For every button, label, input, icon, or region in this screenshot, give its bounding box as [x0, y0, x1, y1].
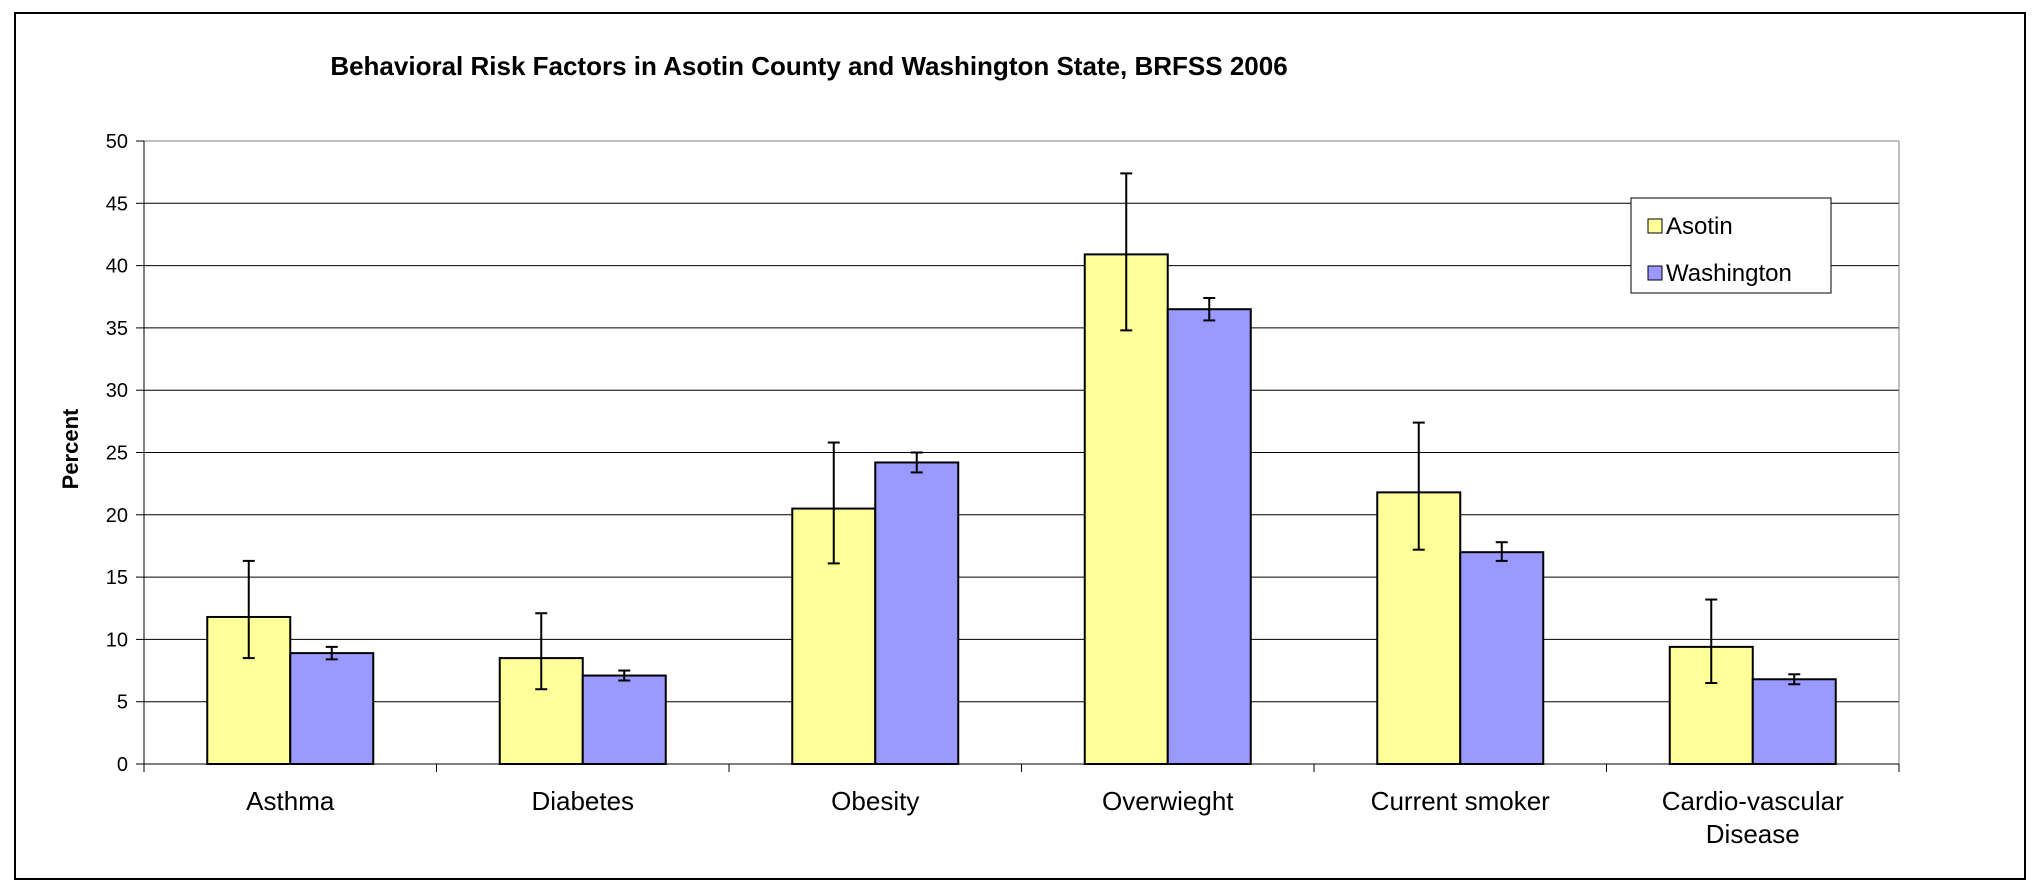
y-tick-label: 45 — [106, 193, 128, 215]
legend-box — [1630, 197, 1832, 294]
y-tick-label: 0 — [117, 754, 128, 776]
bar-washington — [874, 461, 960, 765]
bar-washington — [1166, 308, 1252, 765]
bar-washington — [289, 652, 375, 766]
y-tick-label: 10 — [106, 629, 128, 651]
bar-asotin — [1083, 253, 1169, 766]
legend-label-asotin: Asotin — [1666, 213, 1733, 240]
y-tick-label: 50 — [106, 131, 128, 153]
bar-chart: Behavioral Risk Factors in Asotin County… — [58, 51, 1900, 849]
legend-swatch-washington — [1647, 265, 1663, 281]
x-category-label: Overwieght — [1102, 786, 1234, 816]
plot-area: 0 5 10 15 20 25 30 35 40 45 50 Asthma Diabetes Obesit… — [106, 131, 1900, 849]
chart-title: Behavioral Risk Factors in Asotin County… — [330, 51, 1287, 81]
y-tick-label: 25 — [106, 443, 128, 465]
legend-label-washington: Washington — [1666, 260, 1792, 287]
bar-washington — [1751, 678, 1837, 765]
y-tick-label: 15 — [106, 567, 128, 589]
legend-swatch-asotin — [1647, 218, 1663, 234]
bar-washington — [1459, 551, 1545, 765]
x-category-label: Diabetes — [531, 786, 634, 816]
y-tick-label: 20 — [106, 505, 128, 527]
y-tick-label: 30 — [106, 380, 128, 402]
y-axis-title: Percent — [58, 408, 83, 489]
y-tick-label: 40 — [106, 256, 128, 278]
y-tick-label: 35 — [106, 318, 128, 340]
chart-frame: Behavioral Risk Factors in Asotin County… — [14, 12, 2026, 880]
x-category-label: Cardio-vascular Disease — [1662, 786, 1844, 849]
x-category-label: Obesity — [831, 786, 919, 816]
x-category-label: Asthma — [246, 786, 335, 816]
x-category-label: Current smoker — [1371, 786, 1550, 816]
y-tick-label: 5 — [117, 692, 128, 714]
legend: Asotin Washington — [1630, 197, 1832, 294]
bar-washington — [581, 674, 667, 765]
